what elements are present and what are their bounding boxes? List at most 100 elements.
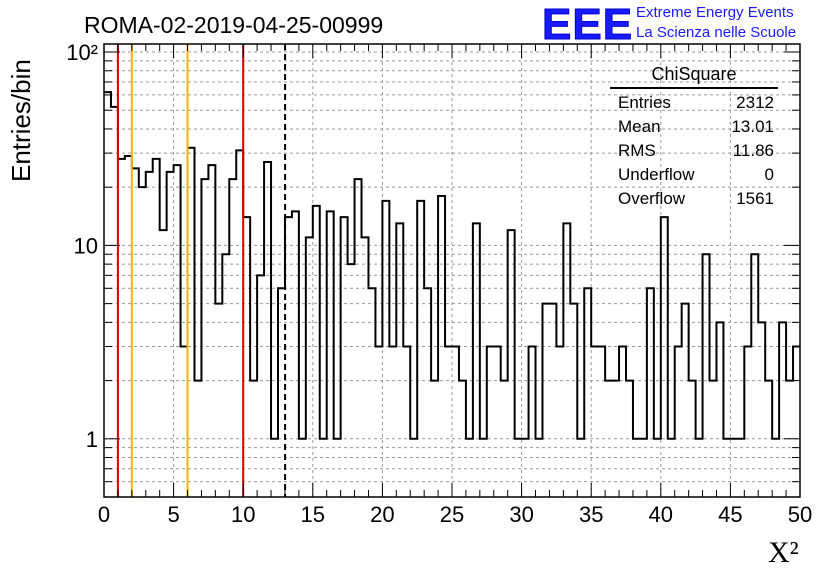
logo-line-2: La Scienza nelle Scuole: [636, 24, 797, 41]
y-tick-label: 10: [74, 233, 98, 258]
histogram-bin: [362, 237, 369, 497]
histogram-bin: [598, 347, 605, 497]
histogram-bin: [522, 439, 529, 497]
histogram-bin: [765, 381, 772, 497]
histogram-bin: [779, 322, 786, 497]
histogram-bin: [508, 230, 515, 497]
histogram-bin: [577, 439, 584, 497]
histogram-bin: [403, 347, 410, 497]
histogram-bin: [501, 381, 508, 497]
histogram-bin: [236, 150, 243, 497]
histogram-bin: [257, 275, 264, 497]
histogram-bin: [264, 162, 271, 497]
x-axis-label: X²: [768, 536, 799, 569]
stats-box: ChiSquare Entries 2312 Mean 13.01 RMS 11…: [610, 64, 778, 211]
histogram-bin: [389, 347, 396, 497]
x-tick-label: 45: [718, 502, 742, 527]
histogram-bin: [549, 304, 556, 497]
histogram-bin: [188, 148, 195, 497]
histogram-bin: [132, 168, 139, 497]
histogram-bin: [473, 223, 480, 497]
histogram-bin: [125, 156, 132, 497]
histogram-bin: [612, 381, 619, 497]
histogram-bin: [494, 347, 501, 497]
histogram-bin: [222, 254, 229, 497]
histogram-bin: [751, 254, 758, 497]
histogram-bin: [229, 179, 236, 497]
histogram-bin: [487, 347, 494, 497]
y-tick-label: 10²: [66, 40, 98, 65]
stats-value: 0: [764, 165, 774, 184]
stats-row-mean: Mean 13.01: [610, 115, 778, 139]
histogram-bin: [480, 439, 487, 497]
stats-label: Overflow: [618, 189, 686, 208]
histogram-bin: [438, 196, 445, 497]
histogram-bin: [459, 381, 466, 497]
chart-title: ROMA-02-2019-04-25-00999: [84, 12, 384, 38]
histogram-bin: [292, 211, 299, 497]
histogram-bin: [556, 347, 563, 497]
histogram-bin: [299, 439, 306, 497]
histogram-bin: [181, 347, 188, 497]
histogram-bin: [194, 381, 201, 497]
histogram-bin: [640, 439, 647, 497]
histogram-bin: [167, 172, 174, 497]
stats-row-underflow: Underflow 0: [610, 163, 778, 187]
y-tick-label: 1: [86, 427, 98, 452]
x-tick-label: 20: [370, 502, 394, 527]
stats-label: Entries: [618, 93, 671, 112]
x-tick-label: 30: [509, 502, 533, 527]
histogram-bin: [696, 439, 703, 497]
histogram-bin: [417, 201, 424, 497]
histogram-bin: [424, 288, 431, 497]
histogram-bin: [445, 347, 452, 497]
histogram-bin: [250, 381, 257, 497]
stats-value: 1561: [736, 189, 774, 208]
histogram-bin: [668, 439, 675, 497]
histogram-bin: [654, 439, 661, 497]
histogram-bin: [563, 223, 570, 497]
histogram-bin: [160, 230, 167, 497]
histogram-bin: [758, 322, 765, 497]
histogram-bin: [382, 201, 389, 497]
histogram-bin: [661, 217, 668, 497]
histogram-bin: [536, 439, 543, 497]
stats-label: Mean: [618, 117, 661, 136]
histogram-bin: [605, 381, 612, 497]
histogram-bin: [689, 381, 696, 497]
histogram-bin: [153, 159, 160, 497]
histogram-bin: [716, 322, 723, 497]
stats-row-rms: RMS 11.86: [610, 139, 778, 163]
histogram-bin: [327, 211, 334, 497]
histogram-bin: [243, 217, 250, 497]
stats-value: 11.86: [732, 141, 774, 160]
histogram-bin: [675, 347, 682, 497]
histogram-bin: [584, 288, 591, 497]
stats-row-overflow: Overflow 1561: [610, 187, 778, 211]
x-tick-label: 40: [649, 502, 673, 527]
histogram-bin: [570, 304, 577, 497]
histogram-bin: [375, 347, 382, 497]
histogram-bin: [313, 206, 320, 497]
x-tick-label: 10: [231, 502, 255, 527]
histogram-bin: [271, 439, 278, 497]
histogram-bin: [201, 179, 208, 497]
histogram-bin: [710, 381, 717, 497]
histogram-bin: [431, 381, 438, 497]
histogram-bin: [723, 439, 730, 497]
histogram-bin: [334, 439, 341, 497]
histogram-bin: [772, 439, 779, 497]
histogram-bin: [591, 347, 598, 497]
x-tick-label: 5: [167, 502, 179, 527]
x-tick-label: 0: [98, 502, 110, 527]
histogram-bin: [682, 304, 689, 497]
histogram-line: [104, 91, 800, 440]
x-tick-label: 25: [440, 502, 464, 527]
x-tick-label: 35: [579, 502, 603, 527]
histogram-bin: [633, 439, 640, 497]
stats-row-entries: Entries 2312: [610, 91, 778, 115]
histogram-bin: [515, 439, 522, 497]
histogram-bin: [744, 347, 751, 497]
stats-value: 13.01: [731, 117, 774, 136]
